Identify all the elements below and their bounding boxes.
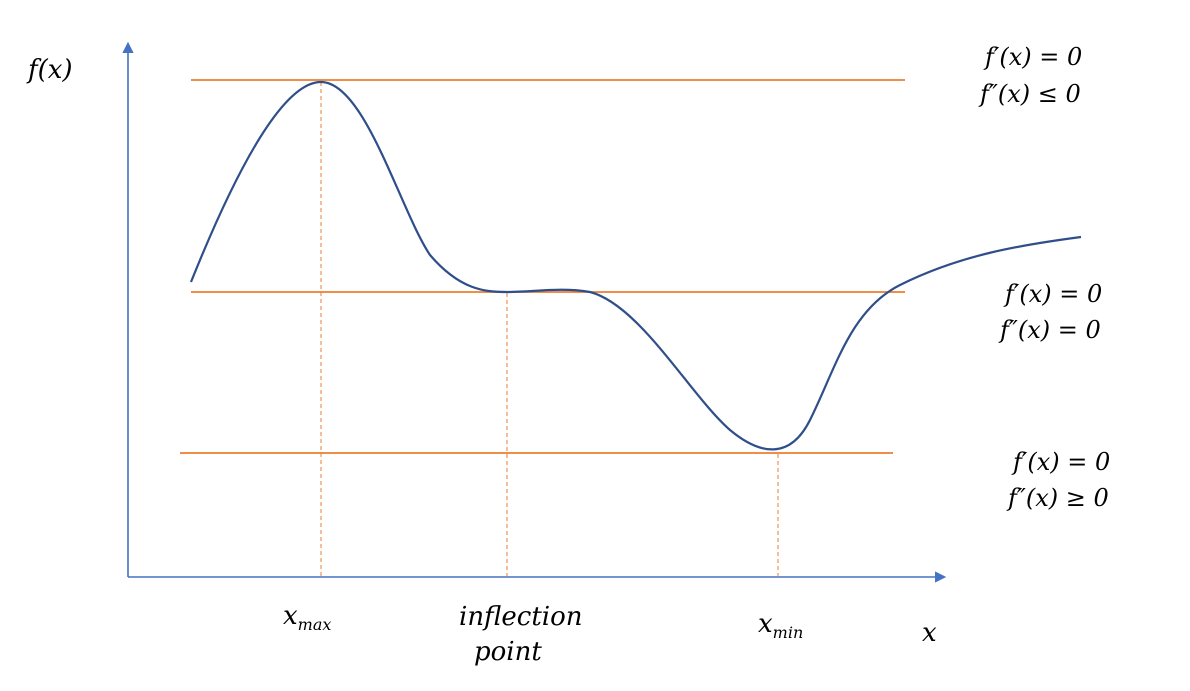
min-first-derivative-label: f′(x) = 0 (1011, 448, 1110, 476)
x-max-label: xmax (283, 601, 331, 634)
function-curve (189, 80, 1082, 451)
min-second-derivative-label: f″(x) ≥ 0 (1006, 484, 1109, 512)
max-second-derivative-label: f″(x) ≤ 0 (978, 80, 1081, 108)
x-min-subscript: min (773, 623, 804, 642)
inflection-label-line1: inflection (459, 602, 583, 632)
max-first-derivative-label: f′(x) = 0 (983, 43, 1082, 71)
inflection-second-derivative-label: f″(x) = 0 (998, 316, 1101, 344)
x-min-label: xmin (758, 609, 803, 642)
x-axis-label: x (922, 618, 937, 648)
inflection-first-derivative-label: f′(x) = 0 (1003, 280, 1102, 308)
x-min-base: x (758, 609, 773, 639)
x-max-base: x (283, 601, 298, 631)
x-max-subscript: max (298, 615, 332, 634)
y-axis-label: f(x) (26, 55, 73, 85)
inflection-label-line2: point (474, 637, 542, 667)
